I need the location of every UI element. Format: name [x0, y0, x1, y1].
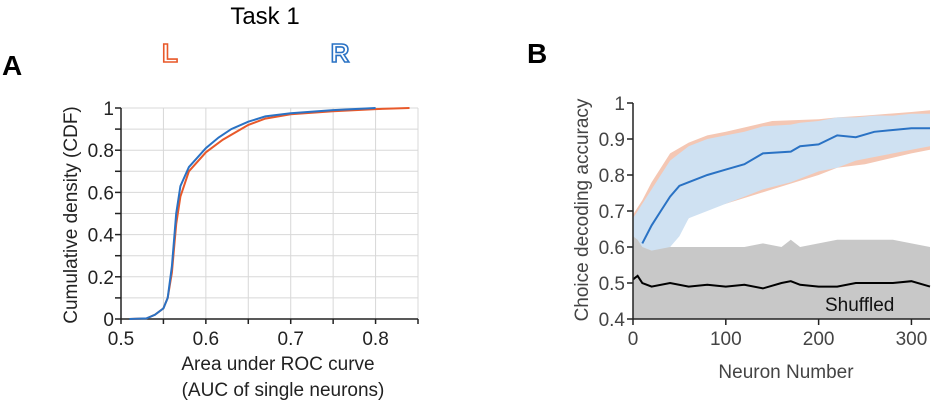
panel-a-xlabel2: (AUC of single neurons)	[182, 380, 385, 401]
cdf-line-r	[129, 107, 376, 320]
y-tick-label: 0.8	[599, 166, 625, 187]
panel-a-plot: 0 0.2 0.4 0.6 0.8 1 0.5 0.6 0.7 0.8	[88, 99, 419, 350]
y-tick-label: 0.6	[599, 238, 625, 259]
x-tick-label: 200	[803, 329, 835, 350]
legend-l: L	[162, 38, 178, 68]
x-tick-label: 300	[896, 329, 928, 350]
y-tick-label: 1	[614, 94, 625, 115]
y-tick-label: 1	[103, 99, 114, 120]
panel-a-ylabel: Cumulative density (CDF)	[61, 106, 82, 324]
legend-r: R	[331, 38, 350, 68]
x-tick-label: 0.6	[193, 329, 219, 350]
panel-a-title: Task 1	[230, 3, 299, 30]
y-tick-label: 0.4	[599, 310, 626, 331]
mean-line-r	[641, 127, 930, 244]
panel-b-plot: 0.4 0.5 0.6 0.7 0.8 0.9 1 0 100 200 300	[599, 94, 931, 350]
x-tick-label: 0.5	[108, 329, 134, 350]
y-tick-label: 0.4	[88, 226, 115, 247]
band-shuffled	[633, 236, 930, 319]
x-tick-label: 0.7	[278, 329, 304, 350]
y-tick-label: 0	[103, 310, 114, 331]
y-tick-label: 0.9	[599, 130, 625, 151]
y-tick-label: 0.7	[599, 202, 625, 223]
y-tick-label: 0.5	[599, 274, 625, 295]
panel-b-label: B	[527, 38, 547, 69]
x-tick-label: 0.8	[362, 329, 388, 350]
panel-a-xlabel: Area under ROC curve	[181, 354, 374, 375]
mean-line-shuffled	[632, 274, 931, 290]
panel-a-label: A	[2, 50, 22, 81]
y-tick-label: 0.6	[88, 183, 114, 204]
panel-b-xlabel: Neuron Number	[718, 362, 854, 383]
band-r	[633, 113, 930, 251]
y-tick-label: 0.2	[88, 268, 114, 289]
x-tick-label: 0	[628, 329, 639, 350]
panel-b-ylabel: Choice decoding accuracy	[572, 98, 593, 321]
x-tick-label: 100	[710, 329, 742, 350]
y-tick-label: 0.8	[88, 141, 114, 162]
shuffled-annotation: Shuffled	[825, 295, 894, 316]
